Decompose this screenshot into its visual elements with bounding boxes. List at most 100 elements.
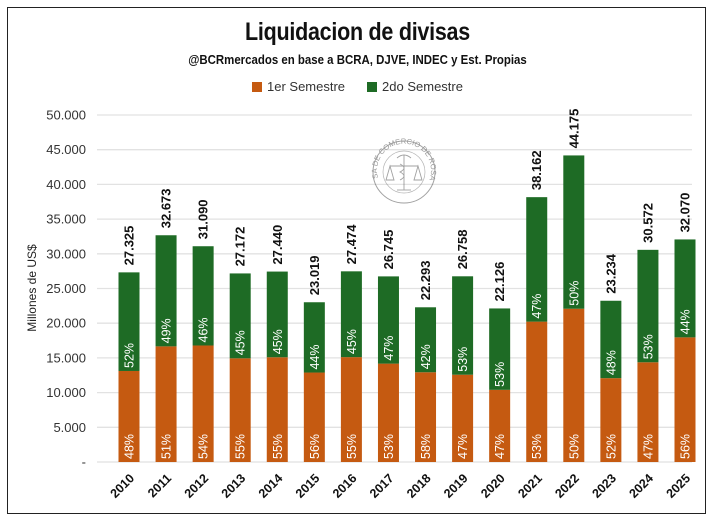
y-axis-label: Millones de US$ bbox=[25, 244, 39, 332]
bar-2do-semestre-2025 bbox=[674, 239, 696, 338]
bar-group-2013: 55% 45% 27.172 bbox=[229, 227, 251, 462]
bar-2do-semestre-2013 bbox=[229, 273, 251, 359]
total-label-2025: 32.070 bbox=[678, 193, 693, 233]
legend-swatch-2do-semestre bbox=[367, 81, 378, 92]
pct-label-1er-semestre-2011: 51% bbox=[160, 434, 174, 459]
bar-group-2010: 48% 52% 27.325 bbox=[118, 226, 140, 462]
bar-2do-semestre-2018 bbox=[415, 307, 437, 373]
bar-1er-semestre-2017 bbox=[377, 363, 399, 462]
x-tick-label-2022: 2022 bbox=[552, 471, 582, 501]
bar-1er-semestre-2014 bbox=[266, 357, 288, 462]
pct-label-1er-semestre-2013: 55% bbox=[234, 434, 248, 459]
x-tick-label-2010: 2010 bbox=[108, 471, 138, 501]
bar-1er-semestre-2018 bbox=[415, 372, 437, 462]
bar-group-2017: 53% 47% 26.745 bbox=[377, 230, 399, 462]
bar-1er-semestre-2021 bbox=[526, 321, 548, 462]
x-tick-label-2023: 2023 bbox=[589, 471, 619, 501]
bar-2do-semestre-2023 bbox=[600, 300, 622, 379]
x-tick-label-2025: 2025 bbox=[664, 471, 694, 501]
pct-label-1er-semestre-2018: 58% bbox=[419, 434, 433, 459]
pct-label-2do-semestre-2010: 52% bbox=[123, 343, 137, 368]
total-label-2014: 27.440 bbox=[270, 225, 285, 265]
total-label-2023: 23.234 bbox=[603, 253, 618, 294]
x-tick-label-2012: 2012 bbox=[182, 471, 212, 501]
pct-label-1er-semestre-2020: 47% bbox=[493, 434, 507, 459]
bar-1er-semestre-2023 bbox=[600, 378, 622, 462]
pct-label-1er-semestre-2021: 53% bbox=[530, 434, 544, 459]
total-label-2016: 27.474 bbox=[344, 224, 359, 265]
pct-label-2do-semestre-2014: 45% bbox=[271, 329, 285, 354]
pct-label-2do-semestre-2025: 44% bbox=[679, 309, 693, 334]
x-tick-label-2013: 2013 bbox=[219, 471, 249, 501]
bar-1er-semestre-2015 bbox=[303, 372, 325, 462]
pct-label-2do-semestre-2018: 42% bbox=[419, 344, 433, 369]
x-tick-label-2017: 2017 bbox=[367, 471, 397, 501]
y-tick-label: 15.000 bbox=[46, 350, 86, 365]
y-tick-label: - bbox=[82, 455, 86, 470]
bar-1er-semestre-2024 bbox=[637, 362, 659, 462]
watermark-logo: BOLSA DE COMERCIO DE ROSARIO bbox=[0, 0, 438, 204]
total-label-2018: 22.293 bbox=[418, 261, 433, 301]
bar-group-2024: 47% 53% 30.572 bbox=[637, 203, 659, 462]
pct-label-1er-semestre-2014: 55% bbox=[271, 434, 285, 459]
bar-2do-semestre-2015 bbox=[303, 302, 325, 373]
bar-group-2014: 55% 45% 27.440 bbox=[266, 225, 288, 462]
pct-label-2do-semestre-2015: 44% bbox=[308, 345, 322, 370]
legend: 1er Semestre 2do Semestre bbox=[0, 79, 715, 94]
bar-group-2019: 47% 53% 26.758 bbox=[452, 230, 474, 462]
x-tick-label-2020: 2020 bbox=[478, 471, 508, 501]
bar-1er-semestre-2025 bbox=[674, 337, 696, 462]
x-tick-label-2014: 2014 bbox=[256, 471, 286, 501]
bar-1er-semestre-2012 bbox=[192, 345, 214, 462]
total-label-2011: 32.673 bbox=[159, 188, 174, 228]
bar-1er-semestre-2022 bbox=[563, 308, 585, 462]
pct-label-1er-semestre-2022: 50% bbox=[567, 434, 581, 459]
legend-item-2do-semestre: 2do Semestre bbox=[367, 79, 463, 94]
pct-label-2do-semestre-2017: 47% bbox=[382, 336, 396, 361]
bar-1er-semestre-2019 bbox=[452, 374, 474, 462]
y-tick-label: 5.000 bbox=[53, 420, 86, 435]
total-label-2019: 26.758 bbox=[455, 230, 470, 270]
bar-2do-semestre-2014 bbox=[266, 271, 288, 358]
legend-label-2do-semestre: 2do Semestre bbox=[382, 79, 463, 94]
legend-label-1er-semestre: 1er Semestre bbox=[267, 79, 346, 94]
pct-label-1er-semestre-2017: 53% bbox=[382, 434, 396, 459]
bar-2do-semestre-2021 bbox=[526, 197, 548, 322]
bar-group-2022: 50% 50% 44.175 bbox=[563, 109, 585, 462]
seal-outer-ring bbox=[372, 140, 436, 204]
x-axis: 2010 2011 2012 2013 2014 2015 2016 2017 2018 2019… bbox=[108, 471, 694, 501]
total-label-2017: 26.745 bbox=[381, 230, 396, 270]
bar-group-2012: 54% 46% 31.090 bbox=[192, 199, 214, 462]
pct-label-1er-semestre-2010: 48% bbox=[123, 434, 137, 459]
bar-group-2016: 55% 45% 27.474 bbox=[340, 224, 362, 462]
legend-swatch-1er-semestre bbox=[252, 81, 262, 92]
pct-label-2do-semestre-2011: 49% bbox=[160, 318, 174, 343]
total-label-2021: 38.162 bbox=[529, 150, 544, 190]
bar-2do-semestre-2012 bbox=[192, 246, 214, 346]
bar-1er-semestre-2011 bbox=[155, 346, 177, 462]
total-label-2022: 44.175 bbox=[566, 109, 581, 149]
chart-subtitle: @BCRmercados en base a BCRA, DJVE, INDEC… bbox=[188, 52, 527, 67]
x-tick-label-2021: 2021 bbox=[515, 471, 545, 501]
bar-group-2015: 56% 44% 23.019 bbox=[303, 255, 325, 462]
bar-2do-semestre-2022 bbox=[563, 155, 585, 309]
bar-group-2025: 56% 44% 32.070 bbox=[674, 193, 696, 462]
pct-label-2do-semestre-2021: 47% bbox=[530, 294, 544, 319]
y-axis: - 5.000 10.000 15.000 20.000 25.000 30.000 35.0… bbox=[46, 108, 86, 470]
pct-label-2do-semestre-2024: 53% bbox=[641, 334, 655, 359]
pct-label-1er-semestre-2012: 54% bbox=[197, 434, 211, 459]
bar-2do-semestre-2016 bbox=[340, 271, 362, 358]
y-tick-label: 50.000 bbox=[46, 108, 86, 123]
x-tick-label-2018: 2018 bbox=[404, 471, 434, 501]
pct-label-1er-semestre-2019: 47% bbox=[456, 434, 470, 459]
total-label-2013: 27.172 bbox=[233, 227, 248, 267]
y-tick-label: 25.000 bbox=[46, 281, 86, 296]
total-label-2012: 31.090 bbox=[196, 199, 211, 239]
pct-label-2do-semestre-2020: 53% bbox=[493, 362, 507, 387]
caduceus-scales-icon bbox=[385, 154, 423, 191]
pct-label-1er-semestre-2015: 56% bbox=[308, 434, 322, 459]
total-label-2024: 30.572 bbox=[640, 203, 655, 243]
bar-group-2021: 53% 47% 38.162 bbox=[526, 150, 548, 462]
pct-label-2do-semestre-2016: 45% bbox=[345, 329, 359, 354]
bar-2do-semestre-2020 bbox=[489, 308, 511, 390]
